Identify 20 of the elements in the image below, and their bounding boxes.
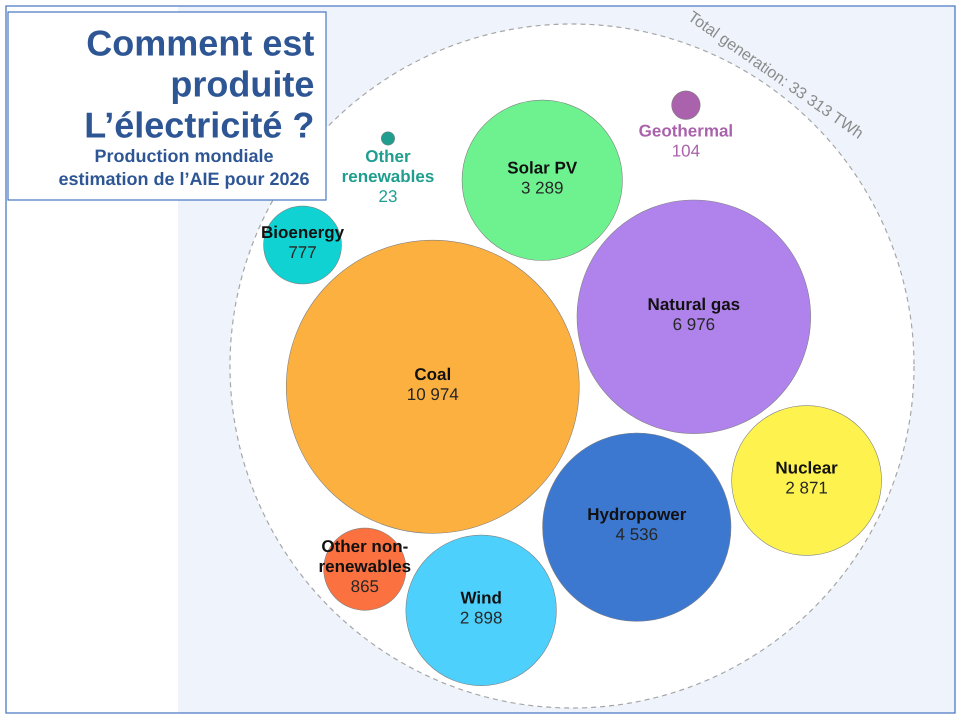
text: Production mondiale estimation de l’AIE pour 2026: [58, 146, 310, 189]
data-label: 777: [288, 242, 317, 262]
data-label: 2 898: [460, 608, 502, 628]
data-label: 4 536: [616, 525, 658, 544]
data-label: 104: [672, 141, 700, 160]
data-label: 23: [378, 187, 398, 206]
category-label: Geothermal: [638, 121, 734, 140]
category-label: Natural gas: [648, 294, 740, 314]
text: Comment est produite L’électricité ?: [84, 22, 314, 146]
data-label: 865: [350, 577, 379, 596]
category-label: Nuclear: [775, 458, 838, 478]
category-label: Hydropower: [587, 505, 687, 524]
data-label: 6 976: [672, 314, 716, 334]
category-label: Other renewables: [342, 147, 434, 186]
category-label: Solar PV: [507, 158, 578, 178]
category-label: Wind: [460, 588, 502, 608]
category-label: Coal: [414, 364, 452, 384]
data-label: 3 289: [520, 178, 564, 198]
data-label: 2 871: [785, 478, 828, 498]
data-label: 10 974: [406, 384, 459, 404]
